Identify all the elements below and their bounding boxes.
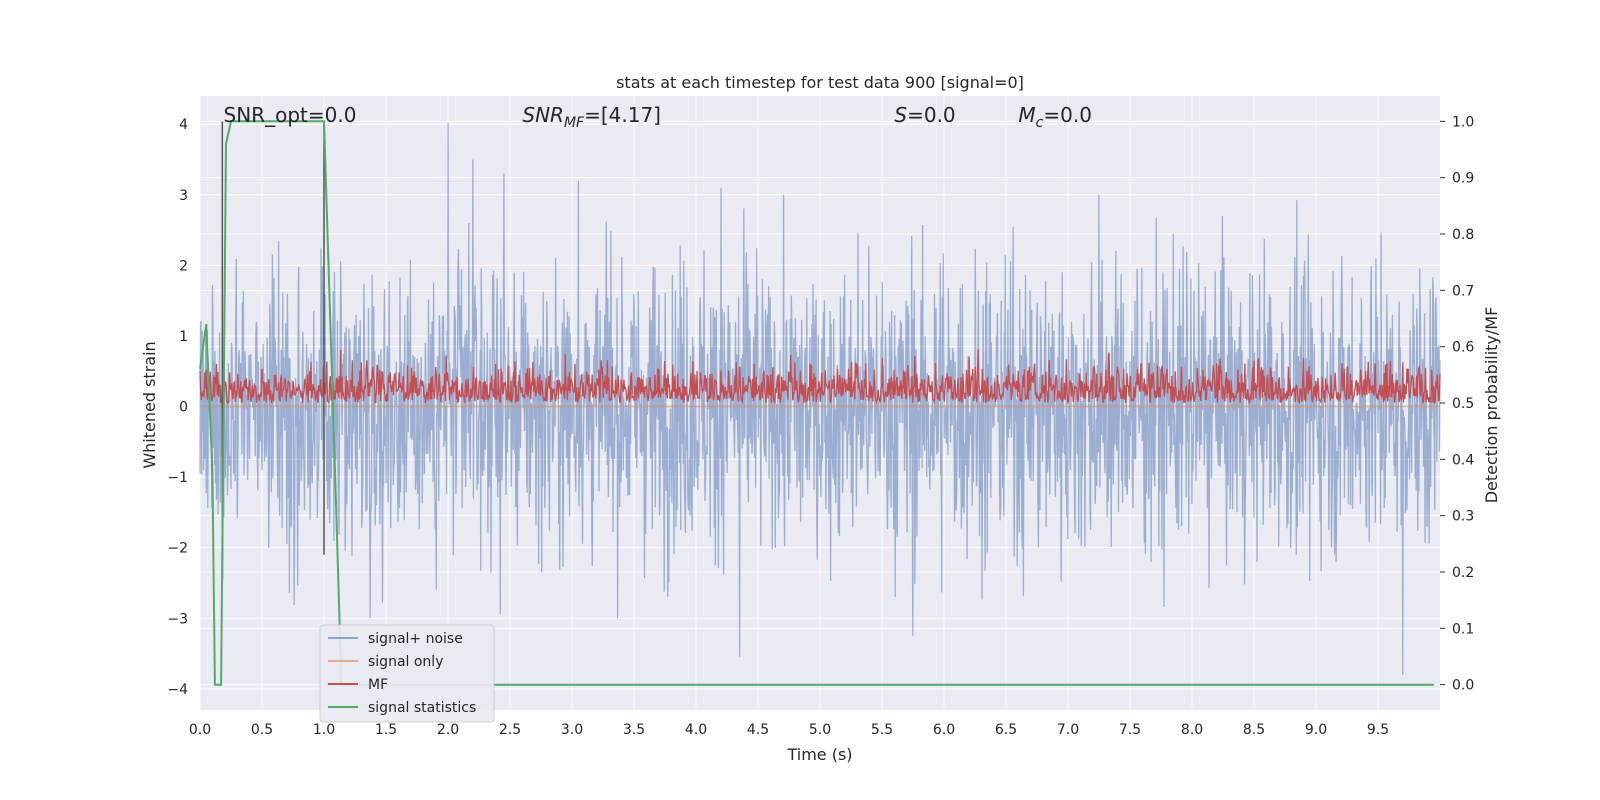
x-tick-label: 5.0 — [809, 722, 831, 738]
x-tick-label: 2.0 — [437, 722, 459, 738]
y-right-tick-label: 0.5 — [1452, 396, 1474, 412]
series-mf — [199, 349, 1441, 406]
y-right-tick-label: 0.8 — [1452, 227, 1474, 243]
y-tick-label: 1 — [179, 329, 188, 345]
y-right-tick-label: 0.7 — [1452, 283, 1474, 299]
y-right-tick-label: 0.6 — [1452, 340, 1474, 356]
x-tick-label: 0.0 — [189, 722, 211, 738]
ticks: 0.0 0.5 1.0 1.5 2.0 2.5 3.0 3.5 4.0 4.5 5.0 5.5 6.0 6… — [167, 114, 1474, 738]
y-axis-label: Whitened strain — [140, 341, 159, 468]
y-tick-label: −4 — [167, 682, 188, 698]
x-tick-label: 7.0 — [1057, 722, 1079, 738]
x-tick-label: 8.0 — [1181, 722, 1203, 738]
x-tick-label: 8.5 — [1243, 722, 1265, 738]
y-right-tick-label: 0.4 — [1452, 452, 1474, 468]
x-tick-label: 7.5 — [1119, 722, 1141, 738]
x-tick-label: 6.0 — [933, 722, 955, 738]
x-tick-label: 0.5 — [251, 722, 273, 738]
x-tick-label: 3.5 — [623, 722, 645, 738]
y-tick-label: −3 — [167, 611, 188, 627]
chart-title: stats at each timestep for test data 900… — [616, 73, 1024, 92]
data-layer — [199, 120, 1441, 686]
legend-label-signal-noise: signal+ noise — [368, 631, 463, 647]
y-right-tick-label: 0.0 — [1452, 678, 1474, 694]
legend-label-signal-statistics: signal statistics — [368, 700, 476, 716]
y-tick-label: 3 — [179, 188, 188, 204]
annotations: SNR_opt=0.0 SNRMF=[4.17] S=0.0 Mc=0.0 — [224, 103, 1092, 131]
annotation-s: S=0.0 — [894, 103, 955, 127]
legend-label-mf: MF — [368, 677, 388, 693]
x-tick-label: 3.0 — [561, 722, 583, 738]
x-tick-label: 4.5 — [747, 722, 769, 738]
series-signal-statistics — [199, 120, 1434, 686]
x-tick-label: 5.5 — [871, 722, 893, 738]
y-tick-label: 4 — [179, 117, 188, 133]
x-axis-label: Time (s) — [786, 745, 852, 764]
y-tick-label: 2 — [179, 258, 188, 274]
x-tick-label: 6.5 — [995, 722, 1017, 738]
y-right-tick-label: 0.1 — [1452, 621, 1474, 637]
y-tick-label: −1 — [167, 470, 188, 486]
legend: signal+ noise signal only MF signal stat… — [319, 624, 495, 723]
y-right-tick-label: 0.2 — [1452, 565, 1474, 581]
annotation-snr-mf: SNRMF=[4.17] — [522, 103, 661, 131]
legend-box — [319, 624, 495, 723]
x-tick-label: 4.0 — [685, 722, 707, 738]
y-right-tick-label: 0.9 — [1452, 171, 1474, 187]
y-right-tick-label: 0.3 — [1452, 509, 1474, 525]
annotation-snr-opt: SNR_opt=0.0 — [224, 103, 357, 127]
x-tick-label: 1.0 — [313, 722, 335, 738]
legend-label-signal-only: signal only — [368, 654, 443, 670]
x-tick-label: 9.5 — [1367, 722, 1389, 738]
y-axis-label-right: Detection probability/MF — [1482, 307, 1501, 504]
y-tick-label: −2 — [167, 541, 188, 557]
annotation-mc: Mc=0.0 — [1018, 103, 1092, 131]
y-tick-label: 0 — [179, 400, 188, 416]
y-right-tick-label: 1.0 — [1452, 114, 1474, 130]
x-tick-label: 2.5 — [499, 722, 521, 738]
x-tick-label: 9.0 — [1305, 722, 1327, 738]
x-tick-label: 1.5 — [375, 722, 397, 738]
